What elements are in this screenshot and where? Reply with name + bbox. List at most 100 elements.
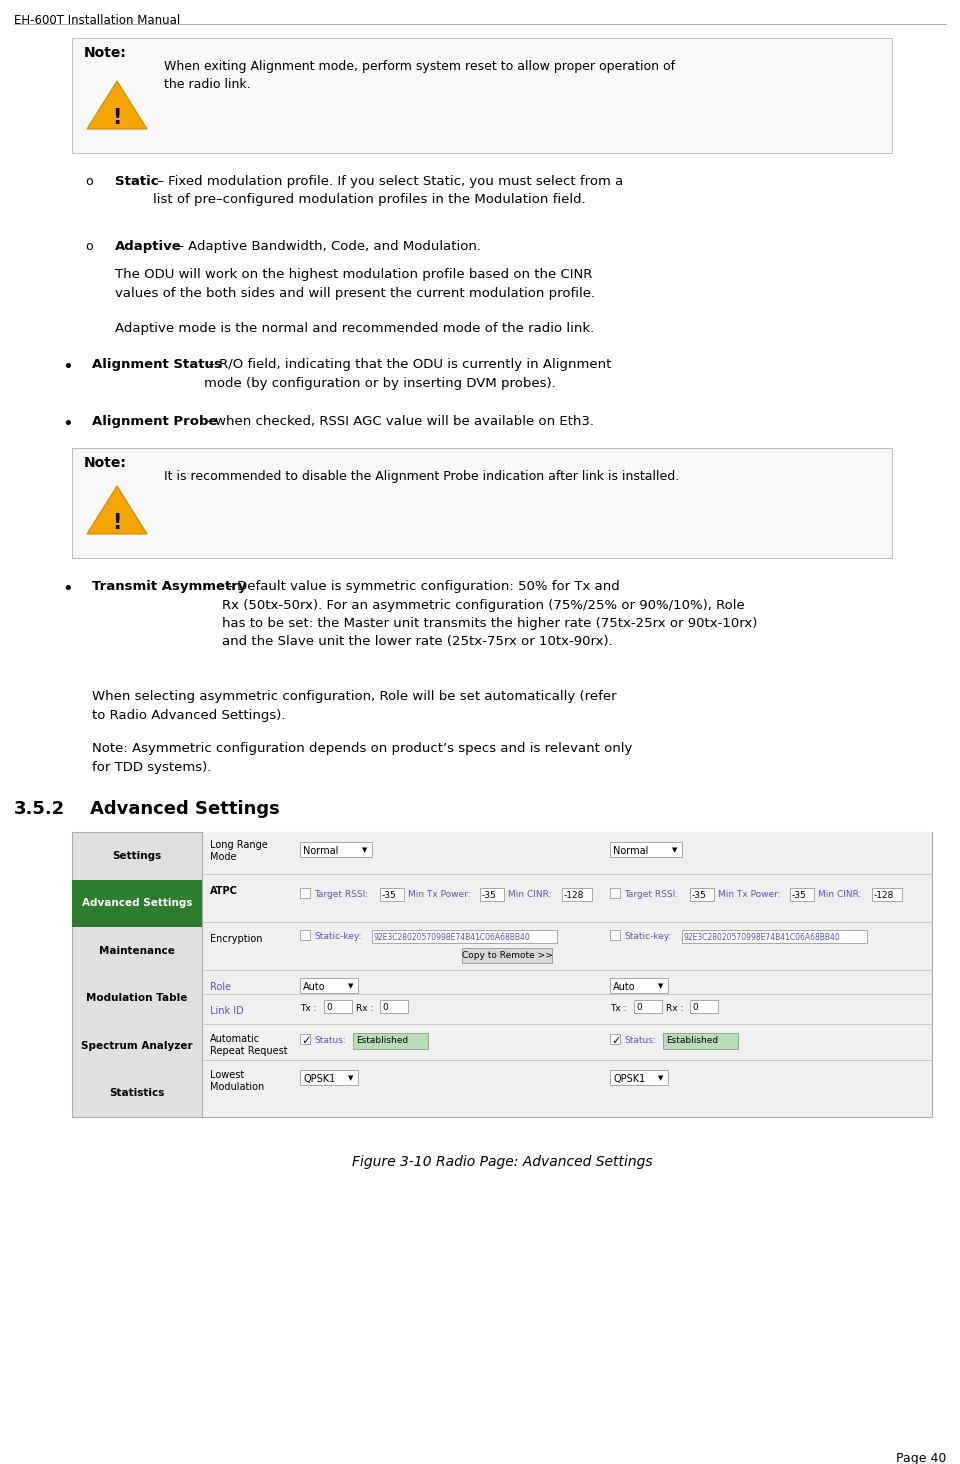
FancyBboxPatch shape: [610, 1070, 668, 1085]
Text: Normal: Normal: [303, 846, 338, 856]
Text: Mode: Mode: [210, 852, 236, 862]
Text: EH-600T Installation Manual: EH-600T Installation Manual: [14, 15, 180, 26]
Text: Alignment Probe: Alignment Probe: [92, 414, 218, 427]
Text: Min Tx Power:: Min Tx Power:: [408, 890, 470, 899]
Text: ✓: ✓: [611, 1037, 620, 1045]
Text: Rx :: Rx :: [666, 1004, 684, 1013]
FancyBboxPatch shape: [690, 1000, 718, 1013]
Text: Established: Established: [356, 1037, 408, 1045]
Text: – Default value is symmetric configuration: 50% for Tx and
Rx (50tx-50rx). For a: – Default value is symmetric configurati…: [222, 580, 757, 649]
Text: ATPC: ATPC: [210, 886, 238, 896]
Text: Link ID: Link ID: [210, 1006, 244, 1016]
FancyBboxPatch shape: [300, 1070, 358, 1085]
Text: Advanced Settings: Advanced Settings: [90, 799, 279, 818]
FancyBboxPatch shape: [72, 38, 892, 154]
Text: Modulation: Modulation: [210, 1082, 264, 1092]
FancyBboxPatch shape: [380, 1000, 408, 1013]
FancyBboxPatch shape: [202, 832, 932, 1117]
Text: Status:: Status:: [314, 1037, 346, 1045]
FancyBboxPatch shape: [634, 1000, 662, 1013]
Text: ▼: ▼: [348, 1075, 353, 1080]
Text: Rx :: Rx :: [356, 1004, 373, 1013]
Text: Repeat Request: Repeat Request: [210, 1045, 288, 1056]
Text: Adaptive mode is the normal and recommended mode of the radio link.: Adaptive mode is the normal and recommen…: [115, 322, 594, 335]
Text: •: •: [62, 414, 73, 433]
Text: -35: -35: [382, 892, 396, 900]
Text: 0: 0: [692, 1003, 698, 1012]
FancyBboxPatch shape: [380, 889, 404, 900]
Text: Target RSSI:: Target RSSI:: [314, 890, 368, 899]
Text: Static-key:: Static-key:: [314, 933, 362, 941]
Text: Note:: Note:: [84, 455, 127, 470]
Text: Modulation Table: Modulation Table: [86, 993, 188, 1003]
Text: Role: Role: [210, 982, 231, 993]
Text: Figure 3-10 Radio Page: Advanced Settings: Figure 3-10 Radio Page: Advanced Setting…: [351, 1155, 652, 1168]
FancyBboxPatch shape: [300, 1034, 310, 1044]
Text: Min CINR:: Min CINR:: [508, 890, 551, 899]
Text: – Adaptive Bandwidth, Code, and Modulation.: – Adaptive Bandwidth, Code, and Modulati…: [173, 240, 481, 253]
Text: -128: -128: [874, 892, 895, 900]
Text: Advanced Settings: Advanced Settings: [82, 899, 192, 908]
FancyBboxPatch shape: [562, 889, 592, 900]
FancyBboxPatch shape: [300, 978, 358, 993]
Text: ▼: ▼: [658, 1075, 663, 1080]
Text: Min Tx Power:: Min Tx Power:: [718, 890, 780, 899]
FancyBboxPatch shape: [324, 1000, 352, 1013]
Text: Tx :: Tx :: [300, 1004, 317, 1013]
Text: Note:: Note:: [84, 45, 127, 60]
FancyBboxPatch shape: [372, 930, 557, 943]
Polygon shape: [87, 486, 147, 534]
Text: The ODU will work on the highest modulation profile based on the CINR
values of : The ODU will work on the highest modulat…: [115, 268, 595, 300]
FancyBboxPatch shape: [300, 930, 310, 940]
FancyBboxPatch shape: [872, 889, 902, 900]
Text: Alignment Status: Alignment Status: [92, 359, 222, 370]
Text: •: •: [62, 359, 73, 376]
FancyBboxPatch shape: [682, 930, 867, 943]
Text: QPSK1: QPSK1: [613, 1075, 645, 1083]
FancyBboxPatch shape: [610, 978, 668, 993]
Text: ▼: ▼: [672, 848, 678, 854]
Text: Page 40: Page 40: [896, 1452, 946, 1464]
FancyBboxPatch shape: [480, 889, 504, 900]
Text: – when checked, RSSI AGC value will be available on Eth3.: – when checked, RSSI AGC value will be a…: [200, 414, 594, 427]
Text: When selecting asymmetric configuration, Role will be set automatically (refer
t: When selecting asymmetric configuration,…: [92, 690, 616, 722]
Text: -128: -128: [564, 892, 585, 900]
Text: -35: -35: [482, 892, 496, 900]
FancyBboxPatch shape: [300, 842, 372, 856]
FancyBboxPatch shape: [790, 889, 814, 900]
Text: o: o: [85, 240, 92, 253]
Text: o: o: [85, 176, 92, 187]
Text: Min CINR:: Min CINR:: [818, 890, 861, 899]
Text: 0: 0: [636, 1003, 641, 1012]
Text: Long Range: Long Range: [210, 840, 268, 851]
Text: 0: 0: [326, 1003, 332, 1012]
FancyBboxPatch shape: [353, 1034, 428, 1050]
Text: Note: Asymmetric configuration depends on product’s specs and is relevant only
f: Note: Asymmetric configuration depends o…: [92, 742, 633, 773]
Text: !: !: [112, 512, 122, 533]
Text: It is recommended to disable the Alignment Probe indication after link is instal: It is recommended to disable the Alignme…: [164, 470, 680, 483]
Text: !: !: [112, 108, 122, 127]
FancyBboxPatch shape: [72, 880, 202, 927]
Text: 92E3C28020570998E74B41C06A68BB40: 92E3C28020570998E74B41C06A68BB40: [684, 933, 841, 941]
Text: Auto: Auto: [303, 982, 325, 993]
Text: Static-key:: Static-key:: [624, 933, 671, 941]
Text: ▼: ▼: [362, 848, 368, 854]
Text: Established: Established: [666, 1037, 718, 1045]
Text: Tx :: Tx :: [610, 1004, 627, 1013]
FancyBboxPatch shape: [610, 889, 620, 897]
Text: -35: -35: [692, 892, 707, 900]
Text: Statistics: Statistics: [109, 1088, 165, 1098]
Text: Spectrum Analyzer: Spectrum Analyzer: [82, 1041, 193, 1051]
FancyBboxPatch shape: [610, 842, 682, 856]
Text: Target RSSI:: Target RSSI:: [624, 890, 678, 899]
Text: Auto: Auto: [613, 982, 636, 993]
Text: Maintenance: Maintenance: [99, 946, 175, 956]
FancyBboxPatch shape: [610, 1034, 620, 1044]
Text: 3.5.2: 3.5.2: [14, 799, 65, 818]
Text: 92E3C28020570998E74B41C06A68BB40: 92E3C28020570998E74B41C06A68BB40: [374, 933, 531, 941]
Text: Copy to Remote >>: Copy to Remote >>: [462, 952, 552, 960]
FancyBboxPatch shape: [690, 889, 714, 900]
Text: QPSK1: QPSK1: [303, 1075, 335, 1083]
Text: – R/O field, indicating that the ODU is currently in Alignment
mode (by configur: – R/O field, indicating that the ODU is …: [204, 359, 612, 389]
FancyBboxPatch shape: [300, 889, 310, 897]
